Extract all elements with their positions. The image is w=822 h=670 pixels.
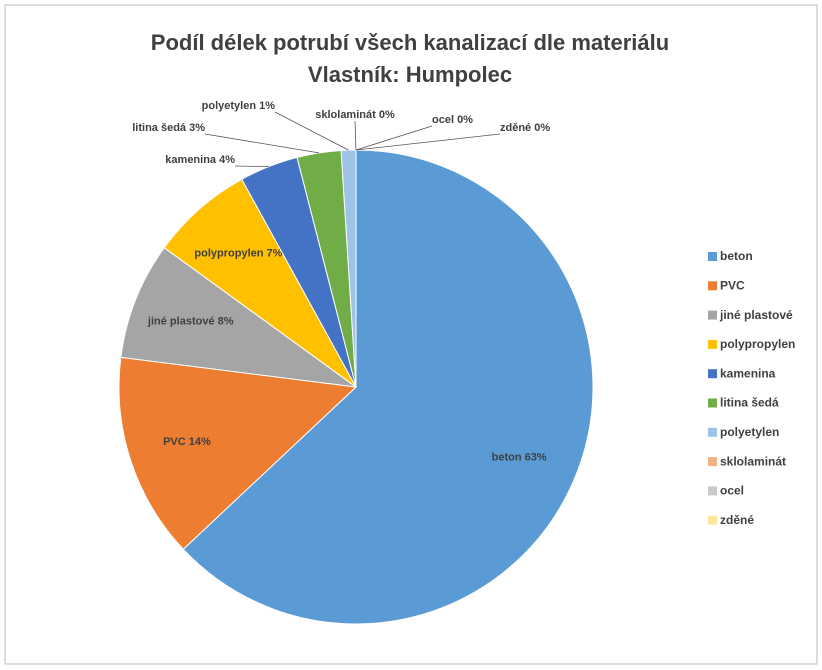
leader-line xyxy=(204,133,319,154)
legend-swatch xyxy=(708,486,717,496)
pie-slice xyxy=(182,149,594,625)
legend-swatch xyxy=(708,310,717,320)
chart-title: Podíl délek potrubí všech kanalizací dle… xyxy=(151,30,669,55)
legend-swatch xyxy=(708,369,717,379)
data-label: litina šedá 3% xyxy=(132,122,205,134)
legend-swatch xyxy=(708,457,717,467)
legend-swatch xyxy=(708,281,717,291)
legend-label: polyetylen xyxy=(720,425,779,439)
leader-line xyxy=(355,125,433,151)
legend-label: polypropylen xyxy=(720,337,795,351)
data-label: polypropylen 7% xyxy=(194,248,282,260)
data-label: jiné plastové 8% xyxy=(147,315,234,327)
data-label: beton 63% xyxy=(492,451,547,463)
legend-swatch xyxy=(708,252,717,261)
legend-swatch xyxy=(708,515,717,525)
pie-slice xyxy=(163,178,357,388)
leader-line xyxy=(354,120,357,151)
legend-label: beton xyxy=(720,249,753,263)
legend-label: zděné xyxy=(720,513,754,527)
legend-swatch xyxy=(708,398,717,408)
data-label: PVC 14% xyxy=(163,436,211,448)
legend-label: PVC xyxy=(720,278,745,292)
leader-line xyxy=(234,165,269,168)
legend-label: ocel xyxy=(720,484,744,498)
legend-swatch xyxy=(708,339,717,349)
legend-label: jiné plastové xyxy=(719,308,793,322)
data-label: ocel 0% xyxy=(432,114,473,126)
legend-swatch xyxy=(708,427,717,437)
data-label: kamenina 4% xyxy=(165,154,235,166)
legend-label: kamenina xyxy=(720,366,776,380)
data-label: polyetylen 1% xyxy=(202,100,276,112)
leader-line xyxy=(274,111,349,151)
data-label: zděné 0% xyxy=(500,122,550,134)
chart-subtitle: Vlastník: Humpolec xyxy=(308,62,512,87)
legend-label: sklolaminát xyxy=(720,454,786,468)
pie-slice xyxy=(118,356,358,550)
pie-slice xyxy=(120,246,357,388)
leader-line xyxy=(355,133,501,151)
data-label: sklolaminát 0% xyxy=(315,109,395,121)
legend-label: litina šedá xyxy=(720,396,779,410)
